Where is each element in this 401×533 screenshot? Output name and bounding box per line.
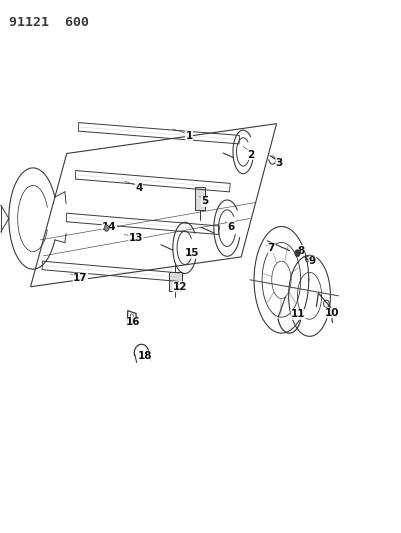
Text: 17: 17	[73, 273, 87, 283]
Text: 4: 4	[135, 183, 142, 192]
FancyBboxPatch shape	[194, 187, 205, 210]
Text: 14: 14	[102, 222, 116, 231]
Text: 5: 5	[201, 197, 208, 206]
Text: 18: 18	[137, 351, 152, 361]
Text: 8: 8	[296, 246, 304, 255]
Circle shape	[294, 250, 299, 256]
Text: 3: 3	[275, 158, 282, 167]
Text: 1: 1	[185, 131, 192, 141]
FancyBboxPatch shape	[168, 272, 181, 291]
Text: 91121  600: 91121 600	[9, 16, 89, 29]
Text: 9: 9	[308, 256, 315, 266]
Text: 12: 12	[172, 282, 187, 292]
Polygon shape	[218, 226, 219, 235]
Circle shape	[104, 225, 109, 231]
Polygon shape	[178, 273, 179, 281]
Text: 10: 10	[324, 308, 338, 318]
Text: 15: 15	[184, 248, 198, 258]
Text: 13: 13	[128, 233, 143, 243]
Text: 11: 11	[290, 310, 305, 319]
Text: 2: 2	[247, 150, 254, 159]
Text: 6: 6	[227, 222, 234, 231]
Polygon shape	[66, 213, 67, 222]
Text: 7: 7	[267, 243, 274, 253]
Text: 16: 16	[125, 318, 140, 327]
Polygon shape	[42, 261, 43, 270]
